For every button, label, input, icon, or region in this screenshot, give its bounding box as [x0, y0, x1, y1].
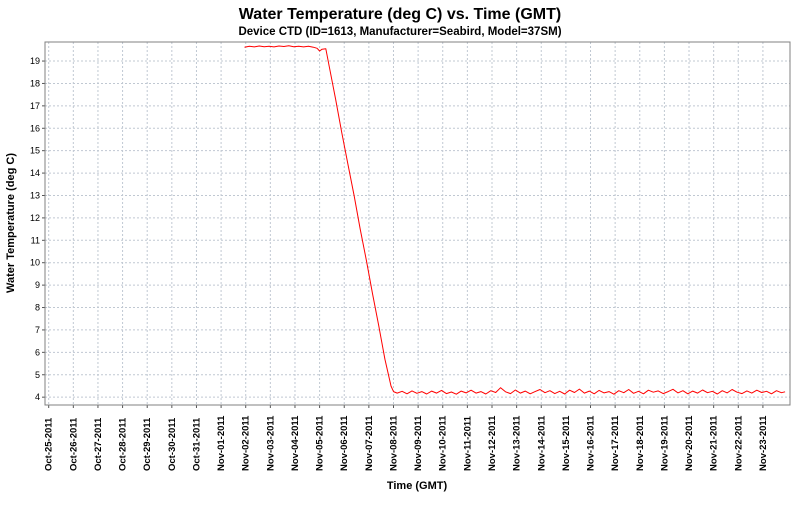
y-tick-label: 7 — [35, 325, 40, 335]
y-tick-label: 9 — [35, 280, 40, 290]
x-tick-label: Oct-27-2011 — [93, 417, 104, 471]
x-tick-label: Nov-15-2011 — [561, 415, 572, 471]
y-gridlines — [45, 60, 790, 398]
x-tick-label: Nov-02-2011 — [241, 415, 252, 471]
y-tick-label: 4 — [35, 392, 40, 402]
y-tick-label: 15 — [30, 146, 40, 156]
y-axis-tick-labels: 4 5 6 7 8 9 10 11 12 13 14 15 16 17 18 19 — [30, 56, 40, 402]
y-tick-label: 11 — [31, 235, 40, 245]
x-tick-label: Nov-16-2011 — [586, 415, 597, 471]
x-tick-label: Oct-30-2011 — [167, 417, 178, 471]
x-tick-label: Nov-06-2011 — [339, 415, 350, 471]
plot-border — [44, 41, 791, 406]
x-tick-label: Nov-12-2011 — [487, 415, 498, 471]
x-tick-label: Nov-14-2011 — [536, 415, 547, 471]
y-tick-label: 18 — [30, 78, 40, 88]
x-tick-label: Nov-05-2011 — [315, 415, 326, 471]
x-tick-label: Nov-18-2011 — [635, 415, 646, 471]
x-axis-label: Time (GMT) — [387, 480, 448, 492]
y-tick-label: 5 — [35, 370, 40, 380]
x-tick-label: Nov-21-2011 — [709, 415, 720, 471]
chart-title: Water Temperature (deg C) vs. Time (GMT) — [239, 6, 561, 23]
x-tick-label: Nov-03-2011 — [265, 415, 276, 471]
y-tick-label: 6 — [35, 347, 40, 357]
x-axis-tick-labels: Oct-25-2011 Oct-26-2011 Oct-27-2011 Oct-28-… — [44, 415, 769, 471]
axis-tick-marks — [42, 60, 764, 408]
x-tick-label: Oct-26-2011 — [68, 417, 79, 471]
y-tick-label: 12 — [30, 213, 40, 223]
x-tick-label: Nov-09-2011 — [413, 415, 424, 471]
x-tick-label: Oct-28-2011 — [118, 417, 129, 471]
y-tick-label: 13 — [30, 190, 40, 200]
x-tick-label: Nov-10-2011 — [438, 415, 449, 471]
y-axis-label: Water Temperature (deg C) — [5, 153, 17, 293]
y-tick-label: 16 — [30, 123, 40, 133]
x-tick-label: Nov-19-2011 — [659, 415, 670, 471]
x-tick-label: Nov-17-2011 — [610, 415, 621, 471]
x-tick-label: Nov-22-2011 — [733, 415, 744, 471]
x-tick-label: Nov-23-2011 — [758, 415, 769, 471]
x-tick-label: Nov-11-2011 — [462, 415, 473, 471]
x-tick-label: Nov-08-2011 — [388, 415, 399, 471]
chart-subtitle: Device CTD (ID=1613, Manufacturer=Seabir… — [238, 26, 561, 38]
x-tick-label: Oct-31-2011 — [191, 417, 202, 471]
x-tick-label: Oct-25-2011 — [44, 417, 55, 471]
x-tick-label: Nov-04-2011 — [290, 415, 301, 471]
x-tick-label: Nov-13-2011 — [512, 415, 523, 471]
x-tick-label: Nov-20-2011 — [684, 415, 695, 471]
y-tick-label: 10 — [30, 258, 40, 268]
x-tick-label: Nov-07-2011 — [364, 415, 375, 471]
y-tick-label: 17 — [30, 101, 40, 111]
y-tick-label: 19 — [30, 56, 40, 66]
x-tick-label: Oct-29-2011 — [142, 417, 153, 471]
temperature-series — [244, 45, 786, 395]
y-tick-label: 8 — [35, 303, 40, 313]
x-gridlines — [48, 42, 764, 405]
y-tick-label: 14 — [30, 168, 40, 178]
x-tick-label: Nov-01-2011 — [216, 415, 227, 471]
temperature-series-line — [244, 45, 786, 395]
